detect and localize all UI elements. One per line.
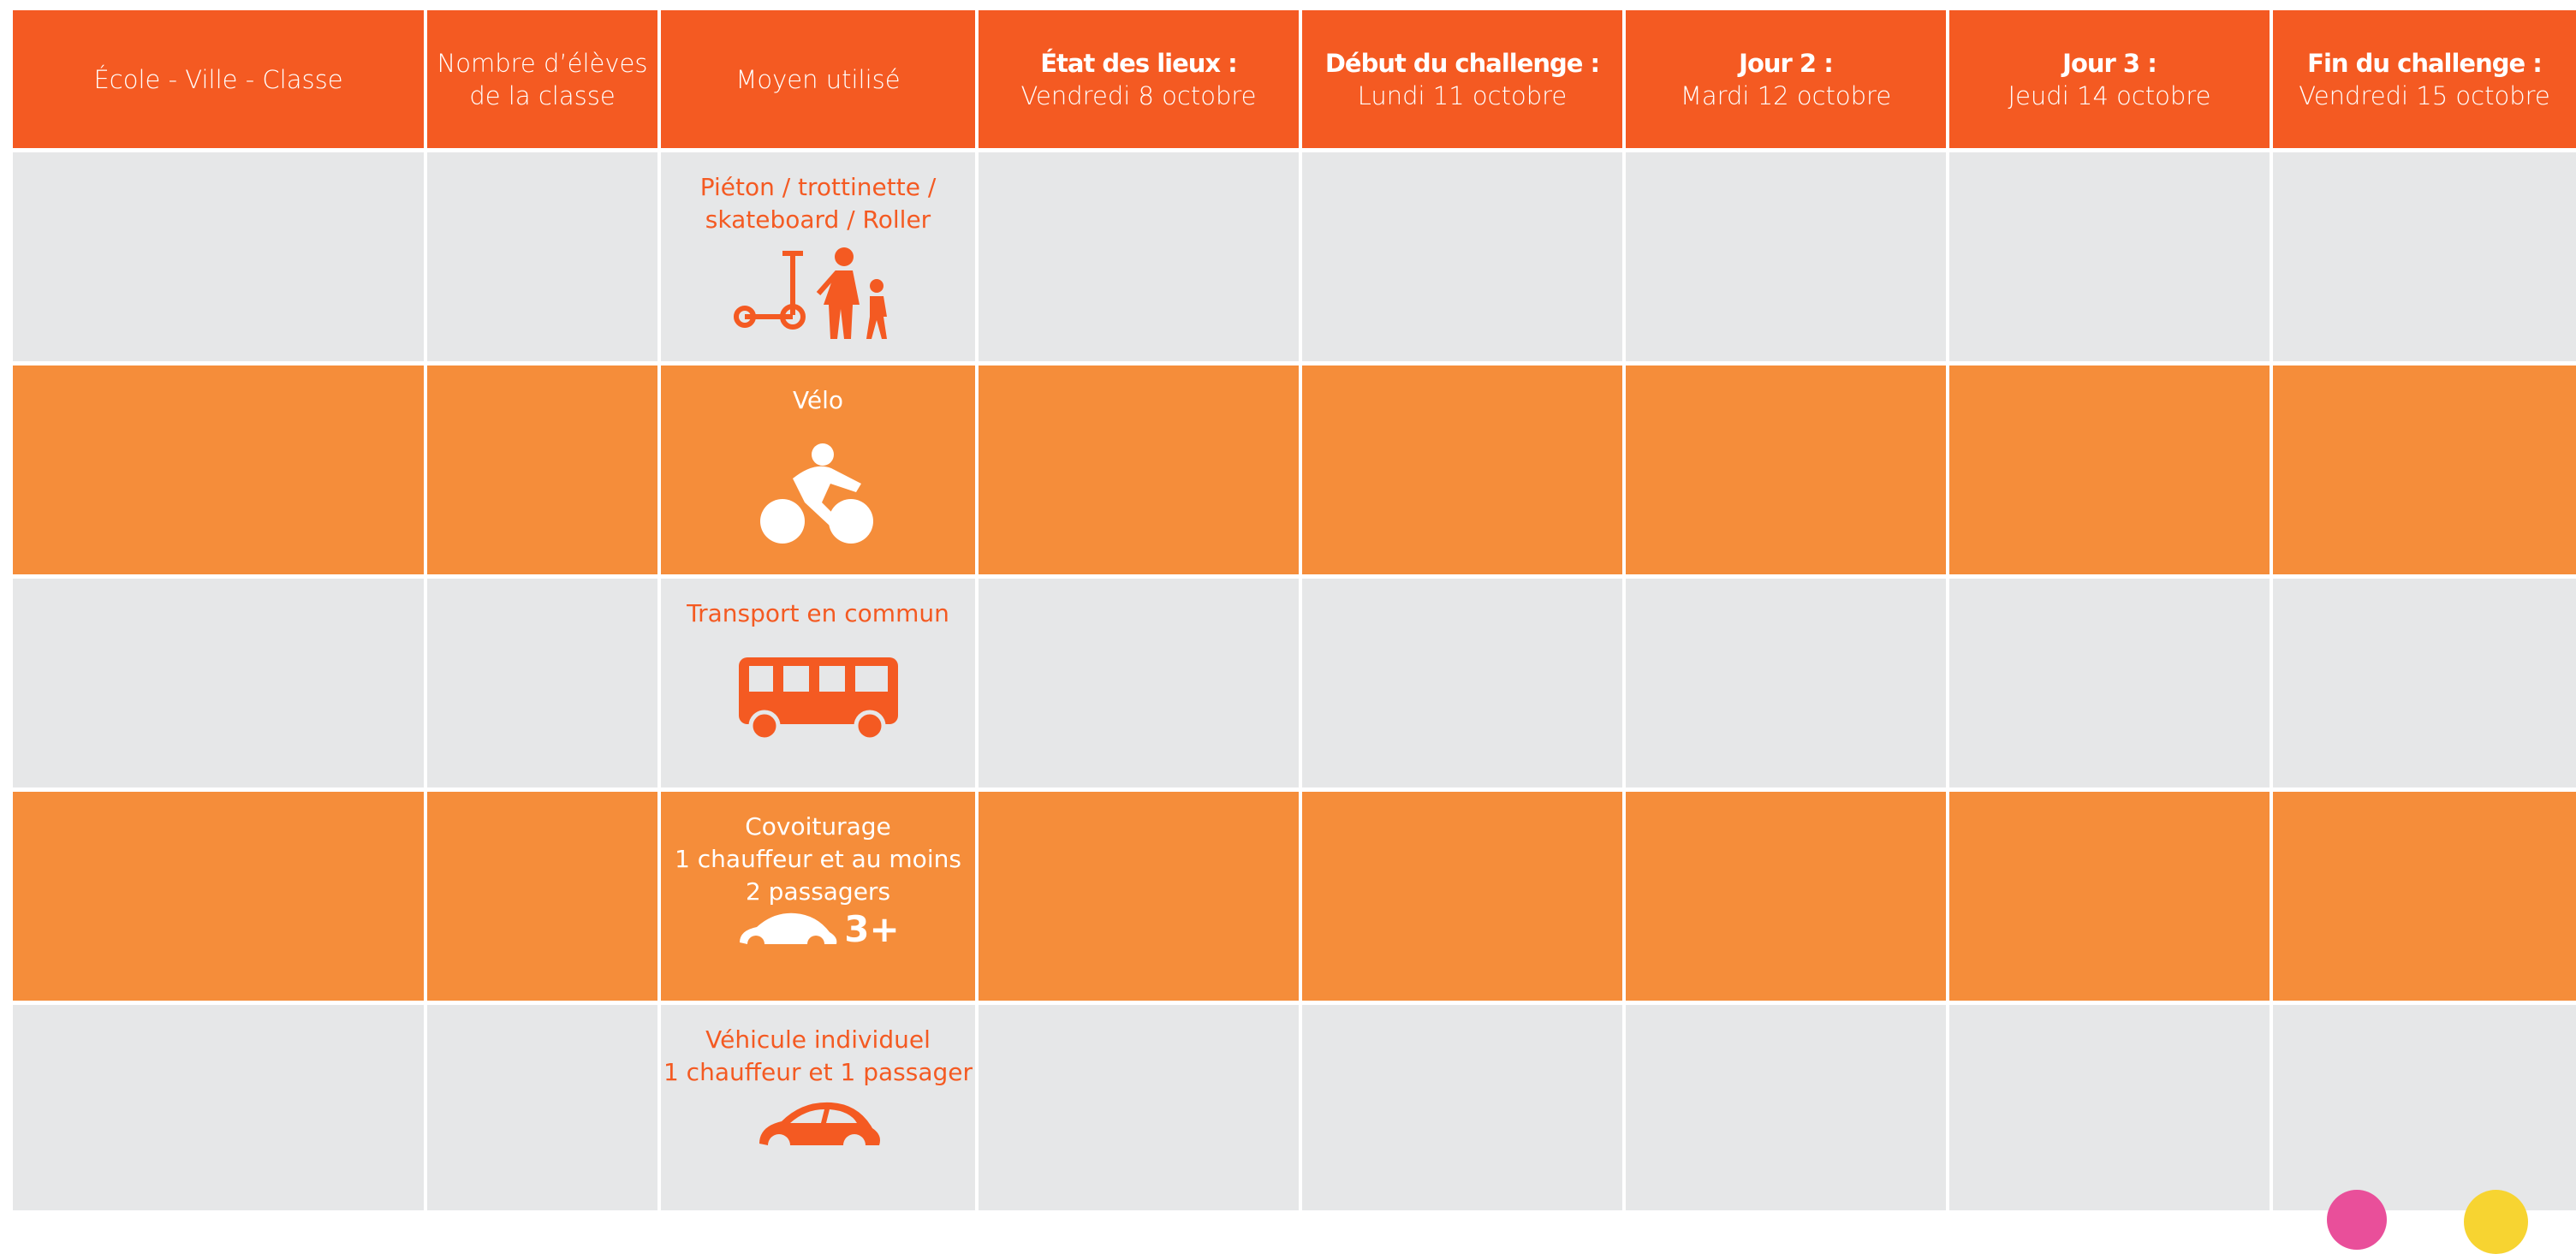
entry-cell[interactable]	[1949, 792, 2270, 1001]
entry-cell[interactable]	[1302, 1005, 1622, 1210]
entry-cell[interactable]	[979, 792, 1299, 1001]
entry-cell[interactable]	[2273, 792, 2576, 1001]
entry-cell[interactable]	[1949, 152, 2270, 361]
header-title: Fin du challenge :	[2307, 48, 2543, 78]
entry-cell[interactable]	[1626, 792, 1946, 1001]
entry-cell[interactable]	[1302, 366, 1622, 574]
challenge-table: École - Ville - Classe Nombre d’élèves d…	[13, 10, 2576, 1210]
header-title: Jour 2 :	[1739, 48, 1834, 78]
mode-label: Covoiturage 1 chauffeur et au moins 2 pa…	[675, 812, 961, 906]
header-cell: Jour 3 : Jeudi 14 octobre	[1949, 10, 2270, 148]
entry-cell[interactable]	[13, 152, 424, 361]
header-subtitle: Mardi 12 octobre	[1680, 80, 1892, 110]
entry-cell[interactable]	[2273, 1005, 2576, 1210]
entry-cell[interactable]	[979, 1005, 1299, 1210]
mode-label: Transport en commun	[687, 599, 949, 627]
mode-badge: 3+	[844, 908, 900, 950]
entry-cell[interactable]	[1626, 1005, 1946, 1210]
decoration	[2327, 1190, 2387, 1250]
header-cell: Début du challenge : Lundi 11 octobre	[1302, 10, 1622, 148]
entry-cell[interactable]	[1949, 1005, 2270, 1210]
header-subtitle: Vendredi 15 octobre	[2299, 80, 2550, 110]
header-cell: Jour 2 : Mardi 12 octobre	[1626, 10, 1946, 148]
mode-cell: Covoiturage 1 chauffeur et au moins 2 pa…	[661, 792, 975, 1001]
entry-cell[interactable]	[427, 579, 657, 787]
entry-cell[interactable]	[1626, 579, 1946, 787]
header-title: Début du challenge :	[1324, 48, 1600, 78]
header-text: Nombre d’élèves de la classe	[437, 48, 648, 110]
decoration	[2464, 1190, 2528, 1254]
entry-cell[interactable]	[1302, 579, 1622, 787]
header-title: État des lieux :	[1040, 48, 1238, 78]
header-subtitle: Lundi 11 octobre	[1357, 80, 1568, 110]
entry-cell[interactable]	[13, 366, 424, 574]
mode-cell: Piéton / trottinette / skateboard / Roll…	[661, 152, 975, 361]
entry-cell[interactable]	[979, 579, 1299, 787]
header-text: École - Ville - Classe	[93, 64, 343, 94]
mode-cell: Véhicule individuel 1 chauffeur et 1 pas…	[661, 1005, 975, 1210]
header-text: Moyen utilisé	[735, 64, 901, 94]
entry-cell[interactable]	[2273, 366, 2576, 574]
entry-cell[interactable]	[427, 792, 657, 1001]
mode-icon	[754, 1099, 883, 1168]
header-cell: Fin du challenge : Vendredi 15 octobre	[2273, 10, 2576, 148]
mode-icon	[737, 656, 900, 741]
mode-label: Vélo	[792, 386, 844, 414]
entry-cell[interactable]	[1302, 152, 1622, 361]
entry-cell[interactable]	[13, 579, 424, 787]
header-subtitle: Jeudi 14 octobre	[2008, 80, 2211, 110]
entry-cell[interactable]	[427, 152, 657, 361]
entry-cell[interactable]	[427, 366, 657, 574]
entry-cell[interactable]	[1626, 152, 1946, 361]
entry-cell[interactable]	[1302, 792, 1622, 1001]
header-cell: École - Ville - Classe	[13, 10, 424, 148]
header-cell: Nombre d’élèves de la classe	[427, 10, 657, 148]
header-subtitle: Vendredi 8 octobre	[1020, 80, 1257, 110]
mode-icon	[733, 247, 904, 341]
mode-cell: Vélo	[661, 366, 975, 574]
entry-cell[interactable]	[979, 366, 1299, 574]
mode-label: Piéton / trottinette / skateboard / Roll…	[699, 173, 937, 234]
entry-cell[interactable]	[427, 1005, 657, 1210]
entry-cell[interactable]	[979, 152, 1299, 361]
entry-cell[interactable]	[13, 1005, 424, 1210]
entry-cell[interactable]	[2273, 579, 2576, 787]
header-cell: État des lieux : Vendredi 8 octobre	[979, 10, 1299, 148]
entry-cell[interactable]	[1949, 579, 2270, 787]
mode-label: Véhicule individuel 1 chauffeur et 1 pas…	[663, 1025, 973, 1086]
header-title: Jour 3 :	[2062, 48, 2157, 78]
mode-icon	[759, 443, 878, 545]
entry-cell[interactable]	[13, 792, 424, 1001]
header-cell: Moyen utilisé	[661, 10, 975, 148]
page: École - Ville - Classe Nombre d’élèves d…	[13, 10, 2576, 1254]
entry-cell[interactable]	[2273, 152, 2576, 361]
entry-cell[interactable]	[1949, 366, 2270, 574]
mode-icon: 3+	[736, 908, 900, 960]
entry-cell[interactable]	[1626, 366, 1946, 574]
mode-cell: Transport en commun	[661, 579, 975, 787]
